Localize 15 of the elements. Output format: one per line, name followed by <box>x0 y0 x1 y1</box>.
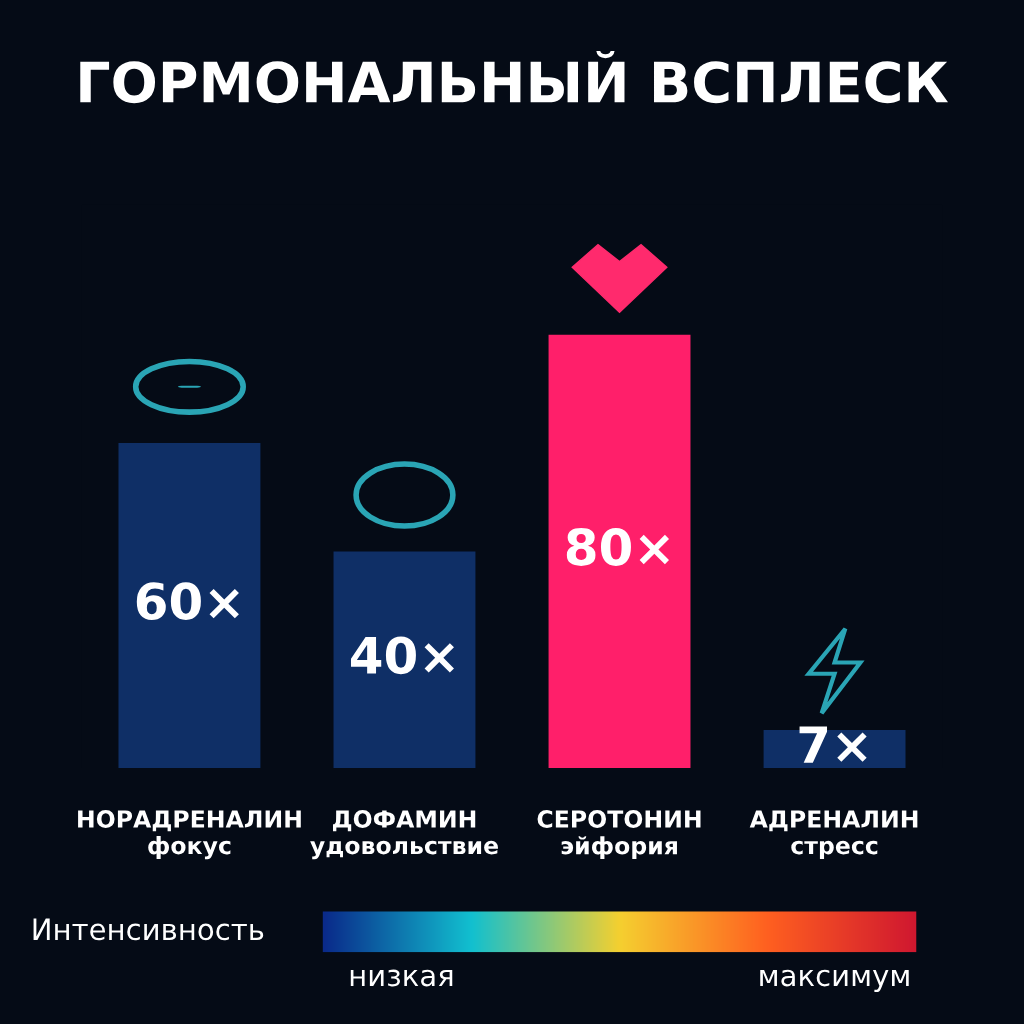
bar <box>548 334 691 768</box>
bar <box>118 443 261 768</box>
data-label: 60× <box>136 582 239 621</box>
bar <box>333 551 476 768</box>
text: максимум <box>760 969 909 993</box>
chart-title: ГОРМОНАЛЬНЫЙ ВСПЛЕСК <box>80 50 948 104</box>
x-tick-label: ДОФАМИН удовольствие <box>310 810 498 860</box>
text: низкая <box>350 969 453 987</box>
data-label: 7× <box>799 726 867 763</box>
data-label: 40× <box>350 636 454 675</box>
x-tick-label: СЕРОТОНИН эйфория <box>537 810 701 860</box>
data-label: 80× <box>566 528 670 566</box>
x-tick-label: АДРЕНАЛИН стресс <box>749 810 918 859</box>
x-tick-label: НОРАДРЕНАЛИН фокус <box>78 810 301 860</box>
text: Интенсивность <box>33 918 264 941</box>
